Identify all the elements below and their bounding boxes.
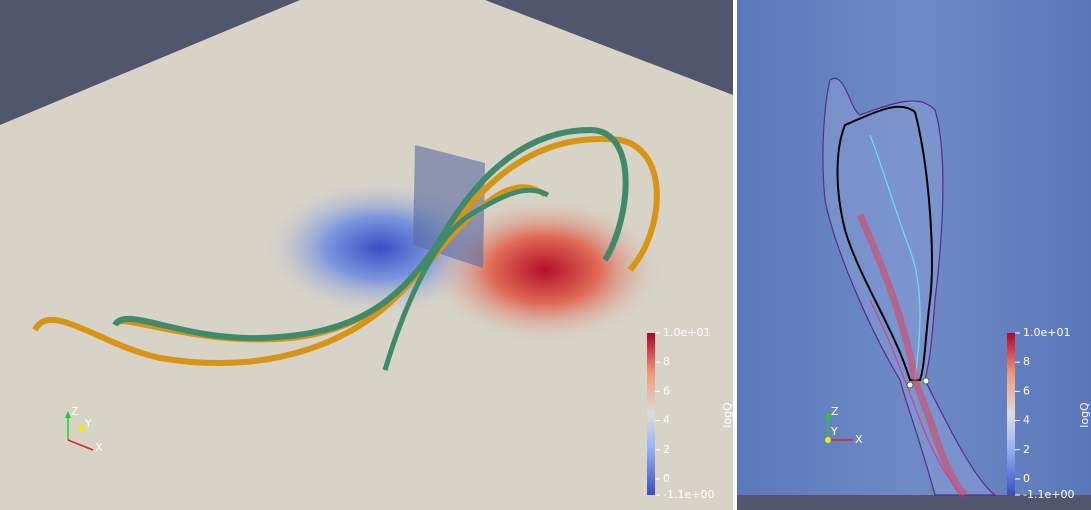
colorbar-title: logQ — [721, 402, 734, 428]
colorbar-gradient — [647, 333, 655, 495]
axis-label-z: Z — [831, 405, 839, 418]
colorbar-tick-label: 8 — [663, 355, 670, 368]
contour-outer — [822, 77, 997, 496]
divider — [733, 0, 737, 510]
colorbar: 1.0e+01 8 6 4 2 0 -1.1e+00 logQ — [1007, 326, 1091, 501]
contour-black — [836, 105, 933, 381]
axis-label-y: Y — [830, 425, 838, 438]
axis-label-x: X — [95, 441, 103, 454]
floor — [737, 495, 1091, 510]
colorbar-tick-label: -1.1e+00 — [1023, 488, 1074, 501]
colorbar-tick-label: 1.0e+01 — [1023, 326, 1070, 339]
axis-label-x: X — [855, 433, 863, 446]
ridge — [856, 213, 968, 498]
axis-x — [67, 439, 94, 451]
colorbar-tick-label: 2 — [1023, 443, 1030, 456]
orientation-axes: ZY X — [825, 405, 863, 446]
colorbar: 1.0e+01 8 6 4 2 0 -1.1e+00 logQ — [647, 326, 734, 501]
right-view — [737, 0, 1091, 510]
marker — [922, 377, 930, 385]
colorbar-tick-label: 8 — [1023, 355, 1030, 368]
colorbar-tick-label: -1.1e+00 — [663, 488, 714, 501]
axis-label-z: Z — [71, 405, 79, 418]
axis-z-head — [825, 411, 831, 418]
contour-magenta — [869, 299, 961, 496]
colorbar-gradient — [1007, 333, 1015, 495]
colorbar-tick-label: 0 — [1023, 472, 1030, 485]
axis-y — [79, 425, 85, 431]
axis-z-head — [65, 411, 71, 418]
colorbar-tick-label: 0 — [663, 472, 670, 485]
axis-label-y: Y — [84, 417, 92, 430]
red-region — [425, 195, 665, 345]
field-line-green — [382, 187, 550, 371]
colorbar-tick-label: 6 — [1023, 384, 1030, 397]
colorbar-tick-label: 6 — [663, 384, 670, 397]
orientation-axes: ZYX — [65, 405, 103, 454]
slice-plane — [413, 145, 485, 268]
colorbar-tick-label: 1.0e+01 — [663, 326, 710, 339]
colorbar-tick-label: 4 — [663, 414, 670, 427]
colorbar-title: logQ — [1078, 402, 1091, 428]
colorbar-tick-label: 4 — [1023, 414, 1030, 427]
left-view — [0, 0, 733, 510]
contour-cyan — [869, 134, 921, 381]
field-line-green — [112, 126, 629, 342]
marker — [906, 381, 914, 389]
colorbar-tick-label: 2 — [663, 443, 670, 456]
axis-y — [825, 437, 831, 443]
